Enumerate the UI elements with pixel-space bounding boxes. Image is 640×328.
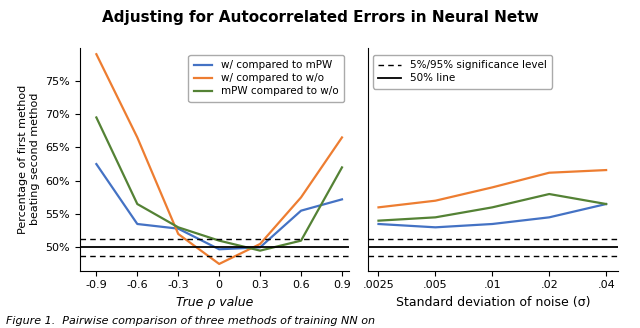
mPW compared to w/o [93,115,100,119]
w/ compared to mPW [256,245,264,249]
Legend: 5%/95% significance level, 50% line: 5%/95% significance level, 50% line [373,55,552,89]
w/ compared to mPW [297,209,305,213]
w/ compared to w/o [215,262,223,266]
w/ compared to w/o [175,232,182,236]
w/ compared to w/o [93,52,100,56]
w/ compared to w/o [256,242,264,246]
w/ compared to w/o [338,135,346,139]
w/ compared to w/o [297,195,305,199]
w/ compared to mPW [93,162,100,166]
mPW compared to w/o [256,249,264,253]
Line: w/ compared to mPW: w/ compared to mPW [97,164,342,249]
w/ compared to mPW [338,197,346,201]
Text: Figure 1.  Pairwise comparison of three methods of training NN on: Figure 1. Pairwise comparison of three m… [6,317,376,326]
mPW compared to w/o [215,239,223,243]
Legend: w/ compared to mPW, w/ compared to w/o, mPW compared to w/o: w/ compared to mPW, w/ compared to w/o, … [188,55,344,102]
Text: Adjusting for Autocorrelated Errors in Neural Netw: Adjusting for Autocorrelated Errors in N… [102,10,538,25]
mPW compared to w/o [338,165,346,169]
X-axis label: True ρ value: True ρ value [176,296,253,309]
w/ compared to mPW [215,247,223,251]
Line: w/ compared to w/o: w/ compared to w/o [97,54,342,264]
Y-axis label: Percentage of first method
beating second method: Percentage of first method beating secon… [19,84,40,234]
w/ compared to w/o [134,135,141,139]
mPW compared to w/o [134,202,141,206]
Line: mPW compared to w/o: mPW compared to w/o [97,117,342,251]
w/ compared to mPW [175,227,182,231]
X-axis label: Standard deviation of noise (σ): Standard deviation of noise (σ) [396,296,590,309]
mPW compared to w/o [297,239,305,243]
w/ compared to mPW [134,222,141,226]
mPW compared to w/o [175,225,182,229]
